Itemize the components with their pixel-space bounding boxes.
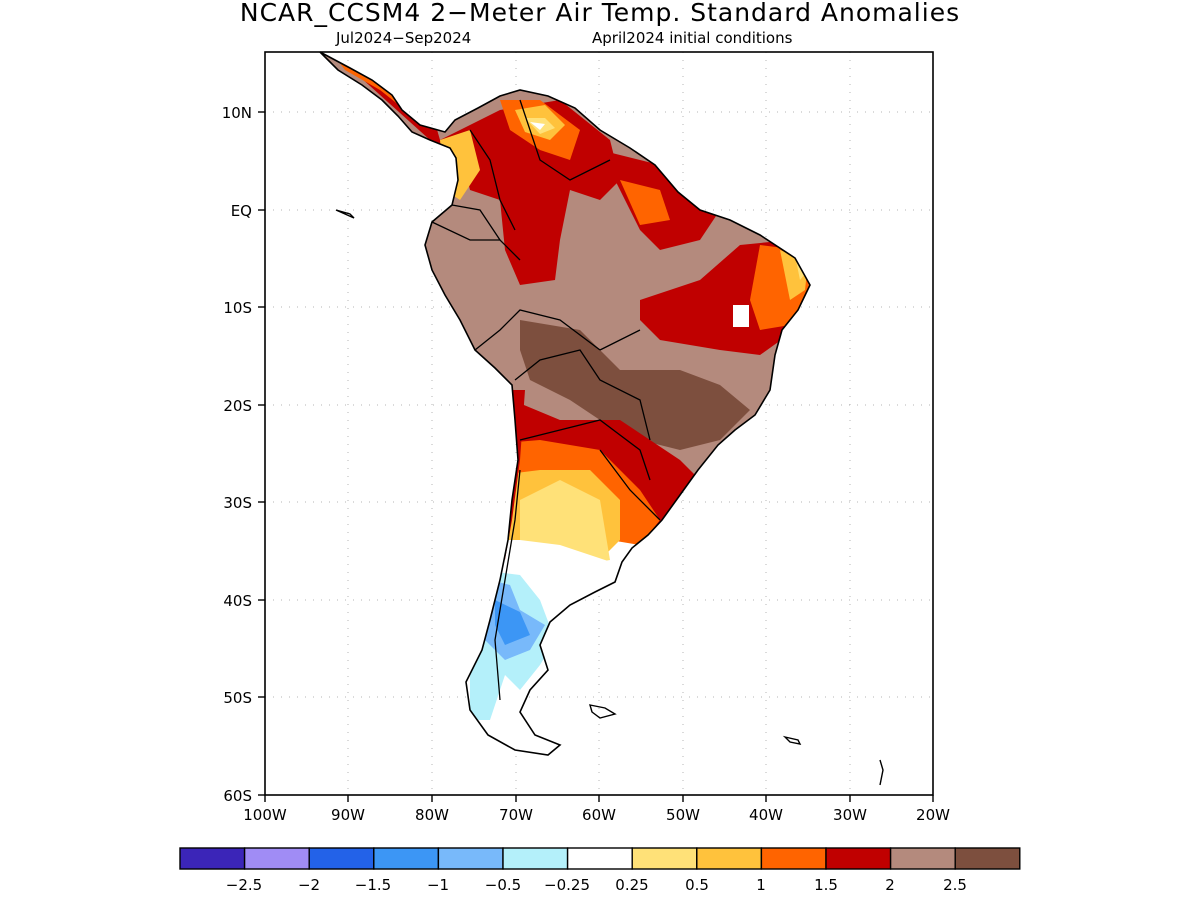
colorbar-swatch (760, 847, 827, 870)
colorbar-label: −0.5 (485, 876, 521, 894)
colorbar-swatch (243, 847, 310, 870)
colorbar-boxes (179, 847, 1021, 870)
colorbar-label: 0.25 (615, 876, 648, 894)
lat-label: EQ (231, 202, 252, 220)
colorbar-swatch (954, 847, 1021, 870)
colorbar-swatch (696, 847, 763, 870)
lat-label: 40S (223, 592, 252, 610)
lon-label: 30W (833, 806, 867, 824)
forecast-period: Jul2024−Sep2024 (336, 29, 472, 47)
country-borders (431, 99, 661, 701)
colorbar-swatch (566, 847, 633, 870)
colorbar-swatch (308, 847, 375, 870)
lon-label: 70W (499, 806, 533, 824)
lat-label: 30S (223, 494, 252, 512)
lat-label: 60S (223, 787, 252, 805)
colorbar-label: 1 (756, 876, 766, 894)
colorbar-swatch (631, 847, 698, 870)
initial-conditions: April2024 initial conditions (592, 29, 793, 47)
colorbar-label: 1.5 (814, 876, 838, 894)
latitude-labels: 10N EQ 10S 20S 30S 40S 50S 60S (222, 104, 252, 805)
colorbar-label: 2.5 (943, 876, 967, 894)
colorbar-swatch (179, 847, 246, 870)
colorbar-swatch (502, 847, 569, 870)
colorbar-label: −1.5 (355, 876, 391, 894)
longitude-labels: 100W 90W 80W 70W 60W 50W 40W 30W 20W (243, 806, 950, 824)
colorbar-label: 2 (885, 876, 895, 894)
lon-label: 20W (916, 806, 950, 824)
colorbar-swatch (825, 847, 892, 870)
coastline (319, 51, 811, 756)
colorbar-swatch (373, 847, 440, 870)
lon-label: 80W (415, 806, 449, 824)
map-title: NCAR_CCSM4 2−Meter Air Temp. Standard An… (239, 0, 961, 27)
colorbar-label: −0.25 (544, 876, 590, 894)
colorbar-label: −2 (298, 876, 320, 894)
islands (335, 209, 884, 786)
lat-label: 50S (223, 689, 252, 707)
lon-label: 50W (666, 806, 700, 824)
lon-label: 40W (749, 806, 783, 824)
lon-label: 60W (582, 806, 616, 824)
colorbar-swatch (889, 847, 956, 870)
colorbar-label: −1 (427, 876, 449, 894)
colorbar: −2.5 −2 −1.5 −1 −0.5 −0.25 0.25 0.5 1 1.… (179, 847, 1021, 894)
lon-label: 90W (331, 806, 365, 824)
lat-label: 20S (223, 397, 252, 415)
lat-label: 10N (222, 104, 252, 122)
lat-label: 10S (223, 299, 252, 317)
colorbar-label: −2.5 (226, 876, 262, 894)
colorbar-swatch (437, 847, 504, 870)
lon-label: 100W (243, 806, 287, 824)
colorbar-labels: −2.5 −2 −1.5 −1 −0.5 −0.25 0.25 0.5 1 1.… (226, 876, 967, 894)
axis-ticks (258, 111, 934, 802)
colorbar-label: 0.5 (685, 876, 709, 894)
